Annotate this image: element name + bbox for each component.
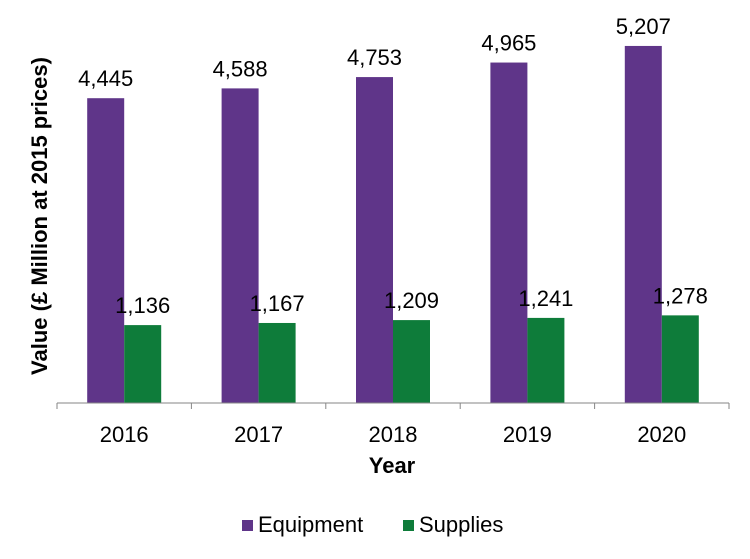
plot-area: 4,445 1,136 4,588 1,167 4,753 1,209 4,965 1,241…	[78, 14, 708, 404]
legend-label-supplies: Supplies	[419, 512, 503, 537]
bar-equipment-2017	[221, 88, 259, 403]
y-axis-title: Value (£ Million at 2015 prices)	[27, 57, 52, 375]
bar-supplies-2019	[527, 317, 565, 403]
data-label-equipment-2020: 5,207	[616, 14, 671, 39]
x-tick-label-2018: 2018	[369, 422, 418, 447]
data-label-equipment-2018: 4,753	[347, 45, 402, 70]
x-tick-label-2017: 2017	[234, 422, 283, 447]
bar-supplies-2016	[124, 325, 162, 403]
data-label-supplies-2019: 1,241	[518, 286, 573, 311]
data-label-supplies-2018: 1,209	[384, 288, 439, 313]
legend-swatch-supplies	[403, 520, 414, 531]
bar-equipment-2019	[490, 62, 528, 404]
legend-label-equipment: Equipment	[258, 512, 363, 537]
bar-equipment-2020	[624, 45, 662, 403]
x-axis-ticks: 2016 2017 2018 2019 2020	[56, 403, 730, 447]
data-label-equipment-2017: 4,588	[213, 56, 268, 81]
data-label-equipment-2016: 4,445	[78, 66, 133, 91]
legend: Equipment Supplies	[242, 512, 503, 537]
data-label-supplies-2017: 1,167	[250, 291, 305, 316]
data-label-equipment-2019: 4,965	[481, 31, 536, 56]
bar-supplies-2020	[661, 315, 699, 403]
bar-equipment-2016	[87, 98, 125, 403]
legend-swatch-equipment	[242, 520, 253, 531]
data-label-supplies-2020: 1,278	[653, 283, 708, 308]
bar-supplies-2017	[258, 322, 296, 403]
x-tick-label-2020: 2020	[637, 422, 686, 447]
x-tick-label-2019: 2019	[503, 422, 552, 447]
x-axis-title: Year	[369, 453, 416, 478]
x-tick-label-2016: 2016	[100, 422, 149, 447]
data-label-supplies-2016: 1,136	[115, 293, 170, 318]
bar-supplies-2018	[393, 320, 430, 403]
bar-equipment-2018	[356, 77, 393, 403]
